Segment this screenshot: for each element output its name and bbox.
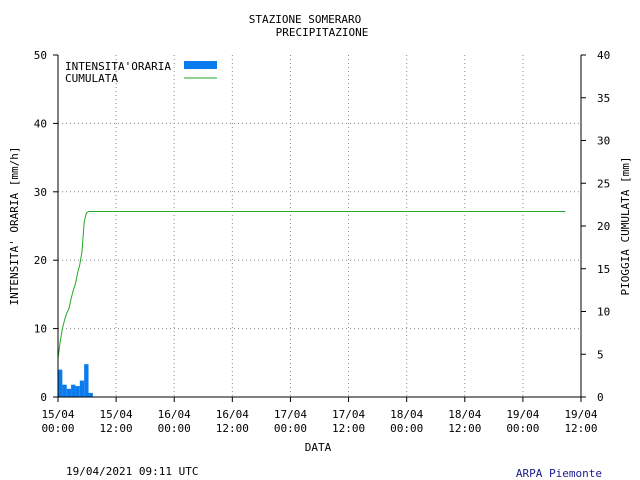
x-tick-time: 00:00: [274, 422, 307, 435]
bar: [88, 392, 93, 397]
x-tick-date: 15/04: [41, 408, 74, 421]
bar: [62, 384, 67, 397]
x-tick-time: 12:00: [216, 422, 249, 435]
x-tick-time: 12:00: [564, 422, 597, 435]
grid: [58, 55, 581, 397]
bar: [84, 364, 89, 397]
x-tick-date: 19/04: [506, 408, 539, 421]
cumulative-line: [57, 211, 566, 359]
chart-subtitle: PRECIPITAZIONE: [276, 26, 369, 39]
x-tick-time: 12:00: [332, 422, 365, 435]
y-right-tick-label: 40: [597, 49, 610, 62]
y-right-tick-label: 5: [597, 348, 604, 361]
x-tick-date: 19/04: [564, 408, 597, 421]
y-axis-left-label: INTENSITA' ORARIA [mm/h]: [8, 147, 21, 306]
x-tick-date: 16/04: [158, 408, 191, 421]
y-right-tick-label: 30: [597, 135, 610, 148]
bar: [66, 388, 72, 397]
axes: [57, 55, 582, 398]
y-axis-left-ticks: 0 10 20 30 40 50: [34, 49, 58, 404]
bar-series: [58, 364, 93, 397]
y-axis-right-label: PIOGGIA CUMULATA [mm]: [619, 156, 632, 295]
legend: INTENSITA'ORARIA CUMULATA: [65, 60, 217, 85]
x-axis-label: DATA: [305, 441, 332, 454]
legend-label-cumulative: CUMULATA: [65, 72, 118, 85]
y-left-tick-label: 10: [34, 323, 47, 336]
x-tick-date: 15/04: [100, 408, 133, 421]
x-tick-time: 00:00: [506, 422, 539, 435]
legend-swatch-intensity: [184, 61, 217, 69]
y-axis-right-ticks: 0 5 10 15 20 25 30 35 40: [581, 49, 610, 404]
x-tick-time: 12:00: [100, 422, 133, 435]
x-tick-date: 18/04: [390, 408, 423, 421]
y-right-tick-label: 20: [597, 220, 610, 233]
bar: [58, 369, 63, 397]
y-left-tick-label: 30: [34, 186, 47, 199]
bar: [79, 380, 85, 397]
source-credit: ARPA Piemonte: [515, 467, 602, 480]
y-right-tick-label: 35: [597, 92, 610, 105]
y-right-tick-label: 0: [597, 391, 604, 404]
chart-title: STAZIONE SOMERARO: [249, 13, 362, 26]
x-tick-date: 18/04: [448, 408, 481, 421]
x-tick-date: 17/04: [274, 408, 307, 421]
y-left-tick-label: 50: [34, 49, 47, 62]
bar: [71, 384, 76, 397]
x-tick-time: 00:00: [158, 422, 191, 435]
y-left-tick-label: 20: [34, 254, 47, 267]
bar: [75, 386, 80, 397]
y-right-tick-label: 25: [597, 177, 610, 190]
y-right-tick-label: 10: [597, 306, 610, 319]
y-left-tick-label: 40: [34, 117, 47, 130]
x-tick-time: 12:00: [448, 422, 481, 435]
timestamp: 19/04/2021 09:11 UTC: [66, 465, 199, 478]
x-tick-time: 00:00: [41, 422, 74, 435]
y-left-tick-label: 0: [40, 391, 47, 404]
y-right-tick-label: 15: [597, 263, 610, 276]
x-tick-date: 17/04: [332, 408, 365, 421]
x-axis-ticks: 15/0400:0015/0412:0016/0400:0016/0412:00…: [41, 397, 598, 435]
legend-label-intensity: INTENSITA'ORARIA: [65, 60, 171, 73]
x-tick-date: 16/04: [216, 408, 249, 421]
line-series: [57, 211, 566, 359]
x-tick-time: 00:00: [390, 422, 423, 435]
